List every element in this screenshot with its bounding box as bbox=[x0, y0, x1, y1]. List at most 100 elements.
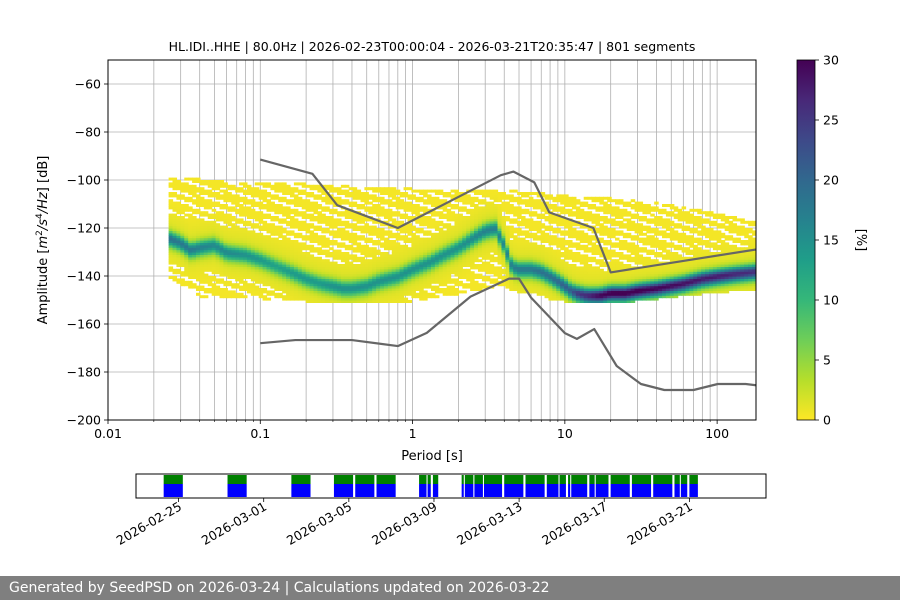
psd-cell bbox=[203, 235, 209, 239]
psd-cell bbox=[270, 230, 275, 234]
psd-cell bbox=[450, 211, 456, 215]
psd-cell bbox=[509, 268, 514, 272]
psd-cell bbox=[266, 271, 272, 275]
psd-cell bbox=[383, 259, 389, 263]
psd-cell bbox=[630, 300, 636, 303]
psd-cell bbox=[188, 187, 193, 191]
psd-cell bbox=[305, 266, 311, 270]
psd-cell bbox=[270, 292, 275, 296]
psd-cell bbox=[587, 204, 593, 207]
psd-cell bbox=[219, 211, 225, 215]
psd-cell bbox=[313, 256, 319, 260]
psd-cell bbox=[481, 240, 487, 243]
psd-cell bbox=[442, 256, 448, 260]
psd-cell bbox=[528, 244, 534, 248]
psd-cell bbox=[442, 252, 448, 255]
psd-cell bbox=[266, 280, 272, 284]
psd-cell bbox=[262, 204, 268, 207]
psd-cell bbox=[626, 259, 632, 263]
psd-cell bbox=[207, 247, 213, 251]
psd-cell bbox=[497, 220, 503, 224]
psd-cell bbox=[352, 278, 358, 282]
psd-cell bbox=[423, 249, 428, 253]
psd-cell bbox=[383, 244, 389, 248]
psd-cell bbox=[571, 199, 577, 203]
psd-cell bbox=[634, 244, 640, 248]
psd-cell bbox=[336, 256, 342, 260]
psd-cell bbox=[184, 244, 189, 248]
psd-cell bbox=[599, 290, 604, 294]
psd-cell bbox=[611, 290, 616, 294]
psd-cell bbox=[231, 242, 236, 246]
psd-cell bbox=[270, 194, 275, 198]
psd-cell bbox=[321, 240, 326, 243]
psd-cell bbox=[485, 240, 491, 243]
psd-cell bbox=[380, 280, 385, 284]
psd-cell bbox=[203, 249, 209, 253]
psd-cell bbox=[360, 228, 365, 231]
psd-cell bbox=[344, 213, 350, 217]
psd-cell bbox=[262, 228, 268, 231]
psd-cell bbox=[575, 295, 581, 299]
psd-cell bbox=[207, 240, 213, 243]
psd-cell bbox=[219, 268, 225, 272]
psd-cell bbox=[243, 196, 248, 200]
psd-cell bbox=[489, 189, 495, 193]
psd-cell bbox=[270, 184, 275, 188]
psd-cell bbox=[297, 268, 303, 272]
psd-cell bbox=[603, 204, 608, 207]
psd-cell bbox=[391, 223, 397, 227]
psd-cell bbox=[258, 192, 264, 195]
psd-cell bbox=[568, 220, 573, 224]
psd-cell bbox=[415, 235, 420, 239]
psd-cell bbox=[524, 278, 530, 282]
psd-cell bbox=[568, 240, 573, 243]
psd-cell bbox=[282, 276, 287, 279]
psd-cell bbox=[278, 276, 283, 279]
psd-cell bbox=[305, 295, 311, 299]
psd-cell bbox=[336, 278, 342, 282]
psd-cell bbox=[219, 278, 225, 282]
psd-cell bbox=[536, 216, 542, 219]
psd-cell bbox=[532, 242, 538, 246]
psd-cell bbox=[207, 232, 213, 236]
psd-cell bbox=[568, 230, 573, 234]
psd-cell bbox=[305, 204, 311, 207]
psd-cell bbox=[344, 230, 350, 234]
psd-cell bbox=[219, 228, 225, 231]
psd-cell bbox=[231, 208, 236, 212]
psd-cell bbox=[266, 254, 272, 258]
psd-cell bbox=[430, 204, 436, 207]
psd-cell bbox=[646, 278, 651, 282]
psd-cell bbox=[618, 213, 624, 217]
psd-cell bbox=[403, 204, 409, 207]
psd-cell bbox=[689, 237, 694, 241]
psd-cell bbox=[325, 264, 330, 267]
psd-cell bbox=[575, 276, 581, 279]
psd-cell bbox=[176, 230, 181, 234]
psd-cell bbox=[317, 273, 322, 277]
psd-cell bbox=[333, 295, 338, 299]
psd-cell bbox=[607, 249, 612, 253]
psd-cell bbox=[278, 292, 283, 296]
psd-cell bbox=[340, 189, 346, 193]
psd-cell bbox=[246, 273, 252, 277]
psd-cell bbox=[199, 237, 205, 241]
psd-cell bbox=[540, 254, 546, 258]
psd-cell bbox=[329, 216, 334, 219]
psd-cell bbox=[196, 276, 201, 279]
psd-cell bbox=[407, 292, 412, 296]
psd-cell bbox=[583, 259, 589, 263]
psd-cell bbox=[564, 252, 569, 255]
psd-cell bbox=[383, 199, 389, 203]
psd-cell bbox=[548, 218, 553, 222]
psd-cell bbox=[239, 295, 244, 299]
psd-cell bbox=[395, 268, 401, 272]
psd-cell bbox=[587, 290, 593, 294]
psd-cell bbox=[446, 235, 452, 239]
psd-cell bbox=[517, 196, 522, 200]
psd-cell bbox=[571, 204, 577, 207]
psd-cell bbox=[658, 261, 663, 265]
psd-cell bbox=[333, 290, 338, 294]
psd-cell bbox=[595, 271, 600, 275]
